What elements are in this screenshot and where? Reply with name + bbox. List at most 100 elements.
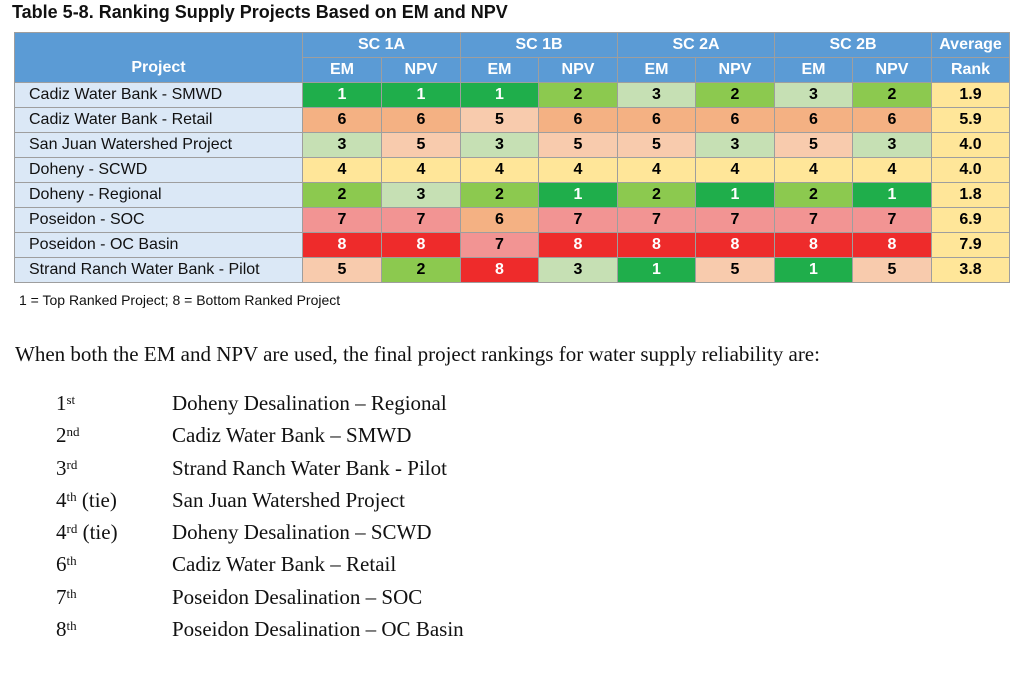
- rank-cell: 4: [381, 157, 461, 183]
- rank-cell: 4: [302, 157, 382, 183]
- rank-cell: 6: [460, 207, 539, 233]
- rank-cell: 7: [538, 207, 618, 233]
- rank-position: 7th: [56, 585, 77, 610]
- average-header-line1: Average: [931, 32, 1010, 58]
- npv-subheader: NPV: [381, 57, 461, 83]
- project-name-cell: Poseidon - SOC: [14, 207, 303, 233]
- rank-number: 3: [56, 455, 67, 480]
- rank-cell: 7: [774, 207, 853, 233]
- rank-position: 2nd: [56, 423, 80, 448]
- rank-cell: 6: [852, 107, 932, 133]
- rank-cell: 6: [538, 107, 618, 133]
- rank-suffix: th: [66, 618, 77, 634]
- rank-cell: 2: [381, 257, 461, 283]
- average-rank-cell: 1.8: [931, 182, 1010, 208]
- rank-suffix: th: [66, 488, 77, 504]
- average-rank-cell: 5.9: [931, 107, 1010, 133]
- rank-number: 7: [56, 584, 67, 609]
- rank-position: 4rd (tie): [56, 520, 118, 545]
- ranked-project-name: Poseidon Desalination – SOC: [172, 584, 423, 609]
- rank-cell: 8: [774, 232, 853, 258]
- table-caption: Table 5-8. Ranking Supply Projects Based…: [12, 2, 508, 22]
- table-row: Poseidon - SOC 7 7 6 7 7 7 7 7 6.9: [14, 207, 1010, 233]
- project-name-cell: Cadiz Water Bank - SMWD: [14, 82, 303, 108]
- rank-cell: 5: [852, 257, 932, 283]
- rank-cell: 6: [381, 107, 461, 133]
- rank-cell: 7: [852, 207, 932, 233]
- project-name-cell: Doheny - Regional: [14, 182, 303, 208]
- ranked-project-name: Doheny Desalination – Regional: [172, 391, 447, 415]
- rank-cell: 1: [460, 82, 539, 108]
- rank-position: 3rd: [56, 456, 77, 481]
- rank-position: 4th (tie): [56, 488, 117, 513]
- ranking-table: Project SC 1A SC 1B SC 2A SC 2B Average …: [14, 32, 1010, 283]
- rank-position: 1st: [56, 391, 75, 416]
- rank-number: 6: [56, 552, 67, 577]
- rank-cell: 8: [381, 232, 461, 258]
- rank-suffix: rd: [66, 456, 78, 472]
- rank-number: 8: [56, 617, 67, 642]
- rank-cell: 6: [695, 107, 775, 133]
- rank-tie: (tie): [77, 520, 118, 545]
- rank-suffix: rd: [66, 521, 78, 537]
- rank-position: 6th: [56, 552, 77, 577]
- rank-cell: 8: [617, 232, 696, 258]
- rank-cell: 1: [538, 182, 618, 208]
- ranked-project-name: Cadiz Water Bank – Retail: [172, 552, 397, 577]
- rank-cell: 5: [460, 107, 539, 133]
- rank-cell: 3: [617, 82, 696, 108]
- em-subheader: EM: [460, 57, 539, 83]
- average-rank-cell: 6.9: [931, 207, 1010, 233]
- rank-cell: 7: [695, 207, 775, 233]
- rank-suffix: st: [66, 392, 76, 407]
- ranked-project-name: Strand Ranch Water Bank - Pilot: [172, 455, 447, 480]
- table-row: Cadiz Water Bank - SMWD 1 1 1 2 3 2 3 2 1.9: [14, 82, 1010, 108]
- rank-cell: 7: [302, 207, 382, 233]
- rank-cell: 1: [617, 257, 696, 283]
- rank-cell: 3: [538, 257, 618, 283]
- table-footnote: 1 = Top Ranked Project; 8 = Bottom Ranke…: [19, 292, 341, 308]
- rank-cell: 7: [381, 207, 461, 233]
- em-subheader: EM: [774, 57, 853, 83]
- rank-cell: 2: [852, 82, 932, 108]
- rank-cell: 2: [302, 182, 382, 208]
- rank-suffix: th: [66, 553, 77, 569]
- average-rank-cell: 7.9: [931, 232, 1010, 258]
- project-name-cell: San Juan Watershed Project: [14, 132, 303, 158]
- rank-cell: 5: [774, 132, 853, 158]
- ranked-project-name: San Juan Watershed Project: [172, 487, 405, 512]
- rank-number: 1: [56, 391, 67, 415]
- rank-cell: 2: [695, 82, 775, 108]
- rank-cell: 5: [302, 257, 382, 283]
- average-rank-cell: 3.8: [931, 257, 1010, 283]
- average-rank-cell: 4.0: [931, 157, 1010, 183]
- rank-cell: 5: [381, 132, 461, 158]
- rank-cell: 4: [852, 157, 932, 183]
- ranked-project-name: Cadiz Water Bank – SMWD: [172, 423, 412, 448]
- rank-cell: 6: [302, 107, 382, 133]
- ranked-project-name: Poseidon Desalination – OC Basin: [172, 617, 464, 642]
- rank-cell: 3: [302, 132, 382, 158]
- table-row: Poseidon - OC Basin 8 8 7 8 8 8 8 8 7.9: [14, 232, 1010, 258]
- intro-paragraph: When both the EM and NPV are used, the f…: [15, 342, 820, 366]
- rank-cell: 8: [538, 232, 618, 258]
- project-name-cell: Doheny - SCWD: [14, 157, 303, 183]
- project-name-cell: Poseidon - OC Basin: [14, 232, 303, 258]
- rank-cell: 6: [617, 107, 696, 133]
- rank-cell: 6: [774, 107, 853, 133]
- rank-cell: 1: [774, 257, 853, 283]
- rank-cell: 1: [695, 182, 775, 208]
- rank-cell: 5: [695, 257, 775, 283]
- rank-cell: 7: [460, 232, 539, 258]
- rank-cell: 8: [302, 232, 382, 258]
- average-rank-cell: 4.0: [931, 132, 1010, 158]
- group-header: SC 1B: [460, 32, 618, 58]
- rank-cell: 8: [695, 232, 775, 258]
- rank-cell: 1: [381, 82, 461, 108]
- rank-cell: 2: [774, 182, 853, 208]
- table-row: Doheny - SCWD 4 4 4 4 4 4 4 4 4.0: [14, 157, 1010, 183]
- rank-cell: 5: [538, 132, 618, 158]
- rank-cell: 7: [617, 207, 696, 233]
- rank-cell: 4: [538, 157, 618, 183]
- project-name-cell: Cadiz Water Bank - Retail: [14, 107, 303, 133]
